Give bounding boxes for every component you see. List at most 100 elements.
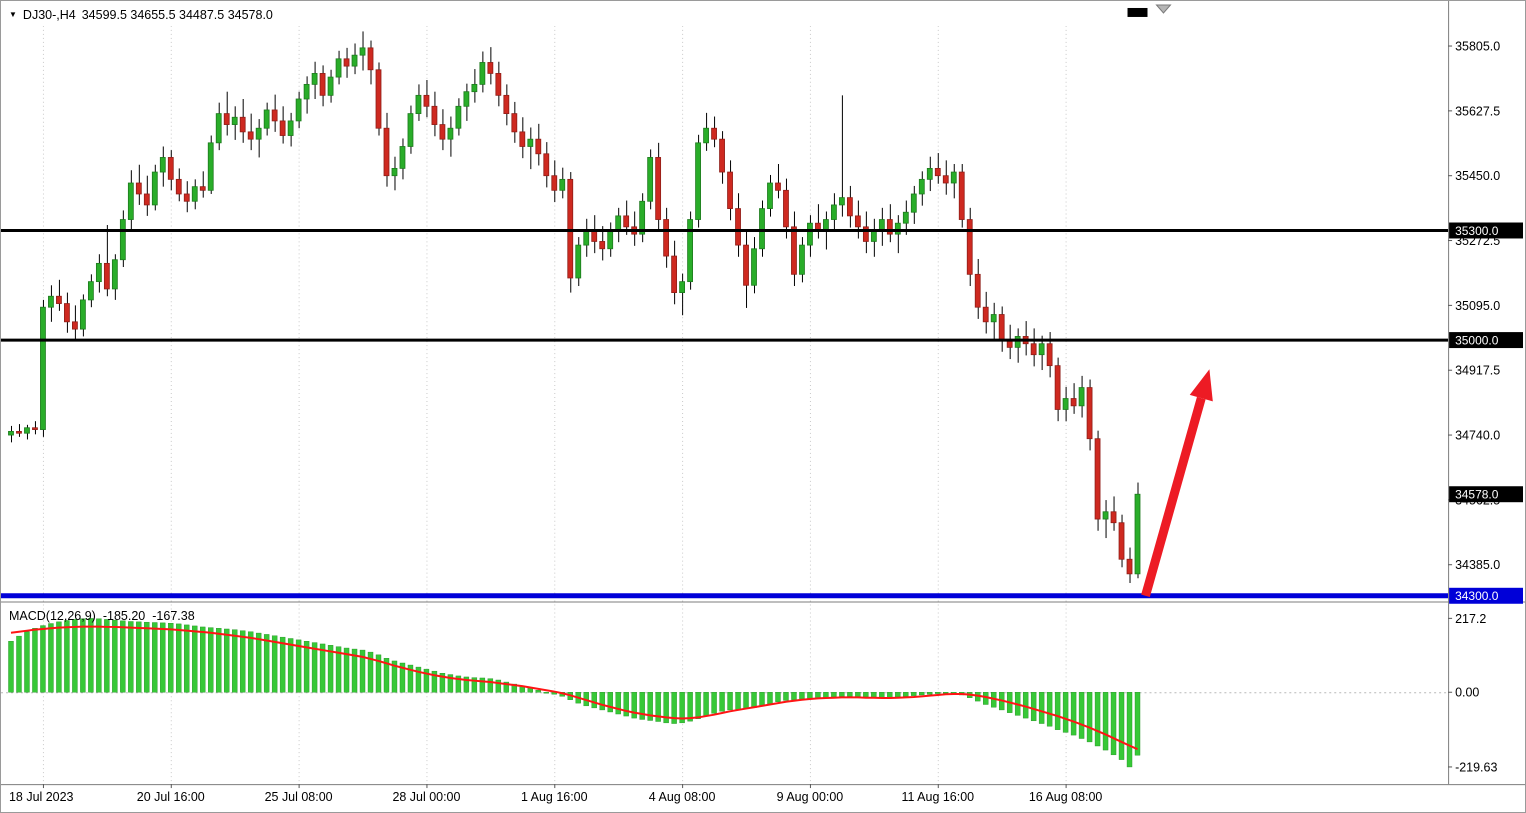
time-axis-label: 25 Jul 08:00: [265, 790, 333, 804]
candle-up: [918, 178, 925, 195]
macd-histogram-bar: [823, 692, 829, 698]
symbol-dropdown-icon[interactable]: ▼: [9, 10, 17, 19]
macd-histogram-bar: [695, 692, 701, 719]
macd-histogram-bar: [16, 635, 22, 693]
macd-histogram-bar: [343, 647, 350, 693]
macd-histogram-bar: [295, 639, 302, 693]
arrow-shaft[interactable]: [1141, 396, 1206, 597]
candle-down: [719, 138, 725, 173]
macd-histogram-bar: [391, 660, 398, 693]
macd-histogram-bar: [319, 643, 326, 693]
macd-histogram-bar: [535, 690, 541, 693]
price-marker-label: 34300.0: [1455, 589, 1499, 603]
candle-down: [886, 219, 893, 235]
macd-histogram-bar: [855, 692, 861, 697]
macd-histogram-bar: [623, 692, 629, 717]
macd-histogram-bar: [599, 692, 605, 711]
candle-up: [910, 193, 917, 213]
candle-down: [1054, 365, 1061, 410]
candle-down: [279, 120, 286, 136]
macd-histogram-bar: [935, 692, 941, 694]
macd-histogram-bar: [655, 692, 661, 722]
candle-down: [942, 175, 949, 184]
candle-up: [679, 281, 686, 293]
candle-down: [535, 138, 542, 155]
candle-up: [687, 219, 693, 283]
price-marker-label: 35000.0: [1455, 334, 1499, 348]
macd-histogram-bar: [767, 692, 773, 705]
candle-up: [207, 142, 214, 191]
time-axis-label: 9 Aug 00:00: [777, 790, 844, 804]
price-levels: [1, 228, 1449, 599]
macd-histogram-bar: [423, 668, 430, 693]
macd-histogram-bar: [72, 619, 78, 693]
candlestick-series: [8, 31, 1141, 583]
macd-histogram-bar: [1070, 692, 1077, 736]
macd-histogram-bar: [799, 692, 805, 700]
arrow-head[interactable]: [1189, 369, 1213, 402]
macd-histogram-bar: [311, 642, 318, 693]
symbol-ohlc: 34599.5 34655.5 34487.5 34578.0: [81, 8, 273, 22]
macd-histogram-bar: [152, 622, 158, 693]
candle-down: [1094, 438, 1101, 520]
macd-histogram-bar: [184, 624, 190, 693]
candle-up: [351, 54, 358, 67]
macd-histogram-bar: [871, 692, 877, 698]
macd-histogram-bar: [168, 622, 174, 693]
macd-histogram-bar: [703, 692, 709, 717]
candle-up: [8, 430, 14, 436]
macd-histogram-bar: [1046, 692, 1053, 727]
candle-down: [72, 321, 78, 330]
candle-down: [367, 47, 374, 71]
candle-down: [543, 153, 550, 177]
macd-histogram-bar: [96, 618, 102, 693]
candle-down: [32, 427, 38, 430]
candle-up: [359, 47, 366, 56]
macd-histogram-bar: [200, 626, 206, 693]
macd-histogram-bar: [303, 641, 310, 693]
macd-main-value: -185.20: [102, 609, 146, 623]
macd-histogram-bar: [911, 692, 917, 696]
candle-down: [727, 171, 733, 209]
macd-histogram-bar: [1110, 692, 1117, 756]
candle-up: [159, 157, 166, 173]
candle-up: [24, 427, 30, 434]
macd-histogram-bar: [439, 673, 446, 693]
candle-down: [711, 127, 717, 140]
chart-shift-marker-icon[interactable]: [1155, 4, 1172, 14]
macd-histogram-bar: [759, 692, 765, 707]
macd-indicator-label: MACD(12,26,9) -185.20 -167.38: [9, 609, 195, 623]
candle-up: [127, 182, 134, 220]
candle-down: [982, 306, 989, 323]
macd-histogram-bar: [399, 662, 406, 693]
price-axis-label: 35627.5: [1455, 104, 1500, 118]
candle-up: [1038, 343, 1045, 356]
macd-histogram-bar: [176, 623, 182, 693]
macd-histogram-bar: [615, 692, 621, 715]
macd-histogram-bar: [879, 692, 885, 698]
price-axis-label: 34917.5: [1455, 364, 1500, 378]
annotation-arrow[interactable]: [1141, 369, 1213, 597]
candle-up: [878, 219, 885, 231]
macd-histogram-bar: [831, 692, 837, 698]
candle-down: [1126, 558, 1133, 575]
candle-up: [870, 230, 877, 242]
candle-up: [40, 306, 46, 430]
price-axis-label: 35450.0: [1455, 169, 1500, 183]
candle-down: [1030, 343, 1037, 356]
macd-axis-label: -219.63: [1455, 760, 1497, 774]
candle-up: [1102, 511, 1109, 520]
price-axis-label: 35095.0: [1455, 299, 1500, 313]
candle-up: [615, 215, 622, 231]
candle-up: [695, 142, 701, 220]
price-marker-label: 34578.0: [1455, 488, 1499, 502]
candle-up: [407, 113, 414, 147]
candle-up: [1062, 398, 1069, 410]
candle-up: [303, 83, 310, 100]
candle-up: [902, 211, 909, 224]
macd-histogram-bar: [263, 634, 270, 693]
candle-down: [431, 105, 438, 125]
macd-histogram-bar: [727, 692, 733, 711]
macd-histogram-bar: [1118, 692, 1125, 760]
